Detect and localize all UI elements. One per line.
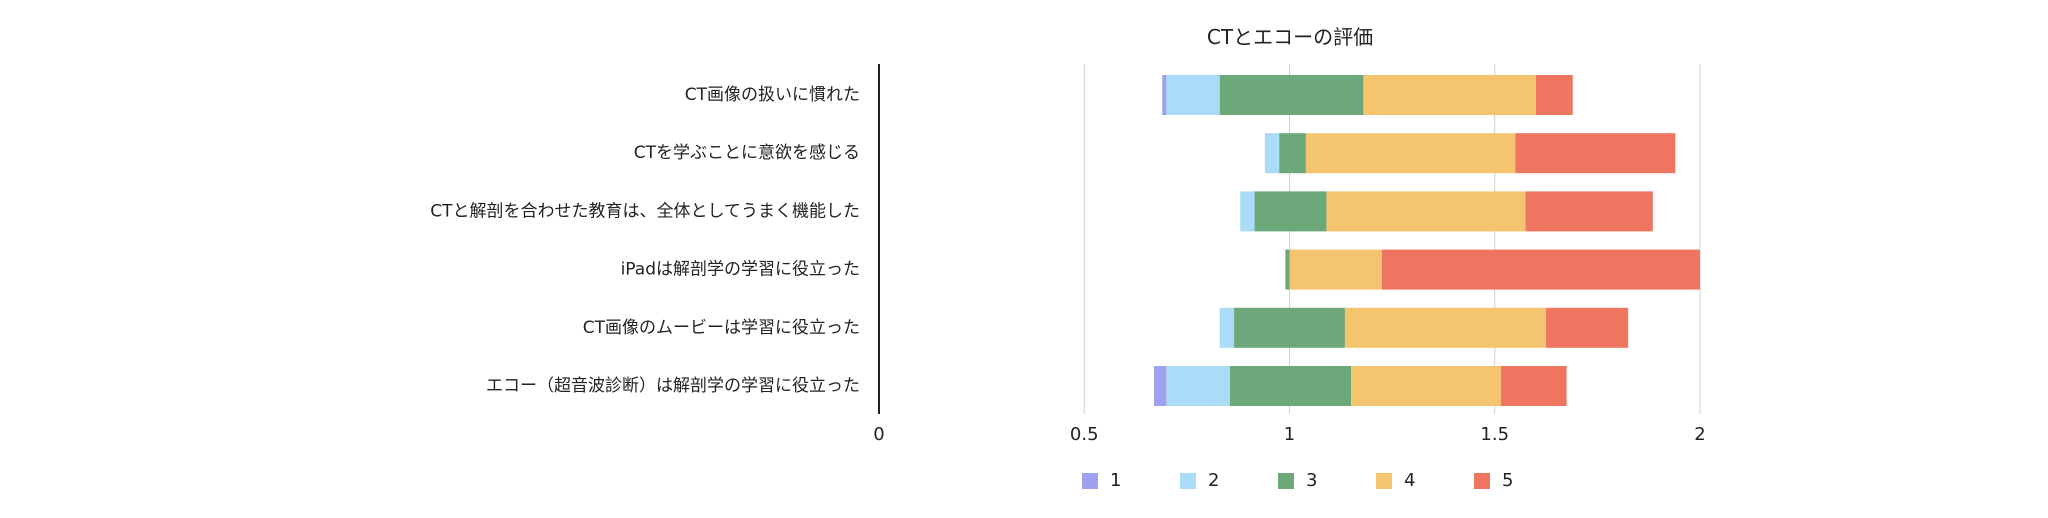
- bar-segment-4: [1326, 191, 1526, 232]
- legend-swatch: [1180, 473, 1196, 489]
- legend-swatch: [1082, 473, 1098, 489]
- category-label: CTと解剖を合わせた教育は、全体としてうまく機能した: [430, 201, 860, 221]
- category-label: iPadは解剖学の学習に役立った: [621, 260, 860, 280]
- x-tick-label: 1.5: [1480, 424, 1509, 445]
- bar-segment-3: [1279, 133, 1306, 174]
- bar-segment-3: [1285, 249, 1290, 290]
- bar-segment-4: [1351, 366, 1501, 406]
- bar-segment-5: [1381, 249, 1700, 290]
- x-tick-label: 2: [1694, 424, 1705, 445]
- bar-segment-3: [1219, 75, 1364, 115]
- legend-swatch: [1474, 473, 1490, 489]
- bar-segment-5: [1515, 133, 1676, 174]
- bar-segment-2: [1166, 366, 1230, 406]
- x-tick-label: 0.5: [1070, 424, 1099, 445]
- chart-title: CTとエコーの評価: [1207, 25, 1373, 49]
- bar-segment-2: [1264, 133, 1280, 174]
- bar-segment-3: [1234, 307, 1345, 348]
- legend-label: 5: [1502, 470, 1513, 491]
- bar-segment-4: [1305, 133, 1516, 174]
- bar-segment-5: [1546, 307, 1629, 348]
- bar-segment-5: [1500, 366, 1567, 406]
- x-tick-label: 0: [873, 424, 884, 445]
- bar-segment-2: [1240, 191, 1255, 232]
- x-tick-label: 1: [1284, 424, 1295, 445]
- bar-segment-5: [1525, 191, 1653, 232]
- bar-segment-5: [1535, 75, 1573, 115]
- legend-label: 1: [1110, 470, 1121, 491]
- bar-segment-3: [1229, 366, 1352, 406]
- category-labels: CT画像の扱いに慣れた CTを学ぶことに意欲を感じる CTと解剖を合わせた教育は、全…: [430, 85, 860, 396]
- bar-segment-1: [1154, 366, 1167, 406]
- bar-segment-4: [1289, 249, 1382, 290]
- category-label: エコー（超音波診断）は解剖学の学習に役立った: [486, 376, 860, 396]
- bar-segment-2: [1166, 75, 1220, 115]
- bars: [1154, 75, 1700, 406]
- category-label: CT画像の扱いに慣れた: [685, 85, 860, 105]
- legend-label: 2: [1208, 470, 1219, 491]
- bar-segment-2: [1219, 307, 1235, 348]
- legend-swatch: [1376, 473, 1392, 489]
- bar-segment-1: [1162, 75, 1167, 115]
- bar-segment-3: [1254, 191, 1327, 232]
- legend-swatch: [1278, 473, 1294, 489]
- bar-segment-4: [1344, 307, 1547, 348]
- legend-label: 4: [1404, 470, 1415, 491]
- category-label: CT画像のムービーは学習に役立った: [583, 318, 860, 338]
- grid-lines: [1083, 64, 1701, 414]
- bar-segment-4: [1363, 75, 1536, 115]
- legend-label: 3: [1306, 470, 1317, 491]
- category-label: CTを学ぶことに意欲を感じる: [634, 143, 860, 163]
- legend: 1 2 3 4 5: [1082, 470, 1513, 491]
- x-tick-labels: 0 0.5 1 1.5 2: [873, 424, 1705, 445]
